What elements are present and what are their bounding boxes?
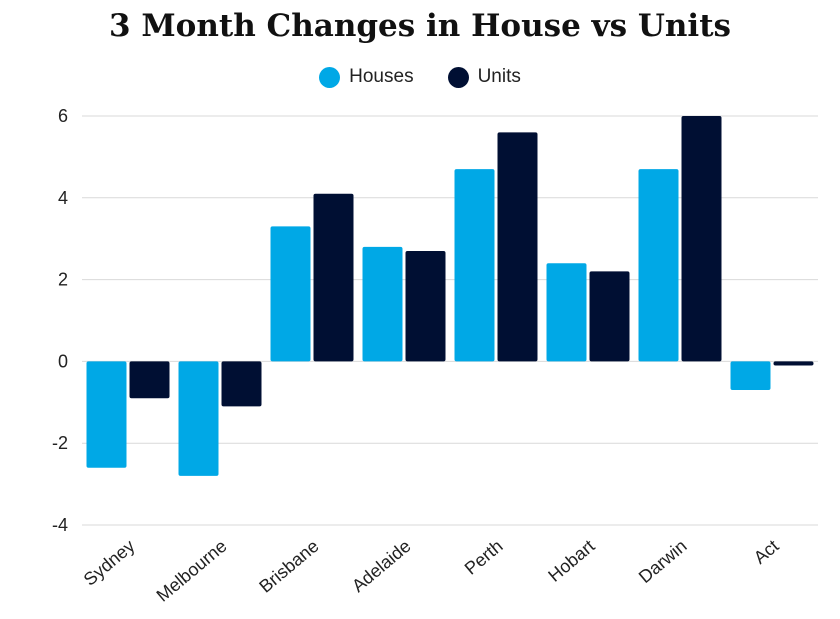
bar-houses-hobart[interactable] bbox=[546, 263, 587, 362]
legend-swatch-units bbox=[447, 66, 469, 88]
bar-units-melbourne[interactable] bbox=[221, 361, 262, 407]
bar-houses-brisbane[interactable] bbox=[270, 226, 311, 362]
bar-houses-perth[interactable] bbox=[454, 169, 495, 362]
y-tick-label: 2 bbox=[58, 270, 68, 290]
x-tick-label: Adelaide bbox=[348, 536, 415, 596]
bar-units-brisbane[interactable] bbox=[313, 193, 354, 362]
bar-houses-adelaide[interactable] bbox=[362, 246, 403, 362]
bar-units-perth[interactable] bbox=[497, 132, 538, 362]
y-tick-label: 4 bbox=[58, 188, 68, 208]
legend-label-houses: Houses bbox=[349, 66, 414, 87]
y-tick-label: 6 bbox=[58, 106, 68, 126]
bar-units-sydney[interactable] bbox=[129, 361, 170, 399]
y-tick-label: -4 bbox=[52, 515, 68, 535]
x-tick-label: Hobart bbox=[544, 536, 598, 586]
x-tick-label: Brisbane bbox=[255, 536, 322, 597]
legend-swatch-houses bbox=[319, 66, 341, 88]
legend: Houses Units bbox=[0, 66, 840, 88]
bar-units-act[interactable] bbox=[773, 361, 814, 366]
x-tick-label: Darwin bbox=[635, 536, 691, 587]
y-tick-label: 0 bbox=[58, 351, 68, 371]
bar-houses-melbourne[interactable] bbox=[178, 361, 219, 476]
x-tick-label: Act bbox=[750, 536, 783, 568]
y-tick-label: -2 bbox=[52, 433, 68, 453]
bars bbox=[86, 116, 814, 476]
x-tick-label: Perth bbox=[461, 536, 507, 579]
legend-item-units[interactable]: Units bbox=[447, 66, 521, 88]
x-axis-labels: Sydney Melbourne Brisbane Adelaide Perth Hoba… bbox=[80, 536, 783, 606]
x-tick-label: Melbourne bbox=[153, 536, 231, 606]
legend-label-units: Units bbox=[477, 66, 521, 87]
bar-units-adelaide[interactable] bbox=[405, 250, 446, 362]
y-axis-ticks: 6 4 2 0 -2 -4 bbox=[52, 106, 68, 535]
bar-units-darwin[interactable] bbox=[681, 116, 722, 362]
bar-houses-darwin[interactable] bbox=[638, 169, 679, 362]
x-tick-label: Sydney bbox=[80, 536, 139, 590]
legend-item-houses[interactable]: Houses bbox=[319, 66, 414, 88]
chart-title: 3 Month Changes in House vs Units bbox=[109, 8, 731, 44]
bar-houses-act[interactable] bbox=[730, 361, 771, 391]
bar-units-hobart[interactable] bbox=[589, 271, 630, 362]
bar-houses-sydney[interactable] bbox=[86, 361, 127, 468]
